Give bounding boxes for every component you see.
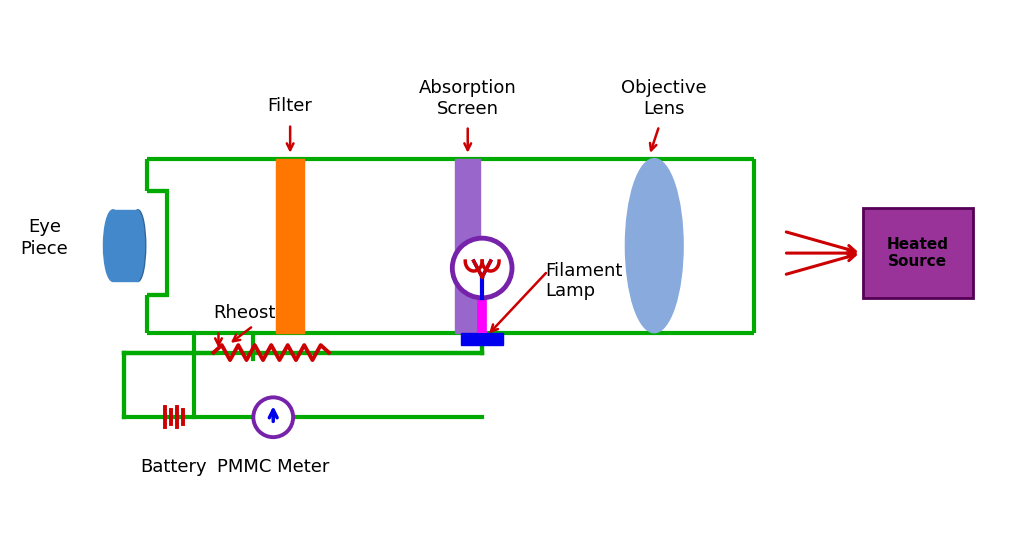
Text: Rheostat: Rheostat [213, 304, 294, 322]
Text: PMMC Meter: PMMC Meter [217, 458, 330, 476]
Bar [863, 209, 973, 298]
Ellipse shape [626, 159, 683, 333]
Circle shape [453, 238, 512, 298]
Text: Filament
Lamp: Filament Lamp [545, 262, 623, 300]
Text: Objective
Lens: Objective Lens [622, 79, 707, 118]
Bar [461, 333, 503, 345]
Text: Filter: Filter [267, 97, 312, 115]
Bar [456, 159, 480, 333]
Bar [276, 159, 304, 333]
Text: Battery: Battery [140, 458, 207, 476]
Text: Absorption
Screen: Absorption Screen [419, 79, 516, 118]
Bar [113, 210, 138, 281]
Ellipse shape [130, 210, 145, 281]
Ellipse shape [103, 210, 123, 281]
Text: Eye
Piece: Eye Piece [20, 218, 69, 258]
Circle shape [253, 397, 293, 437]
Text: Heated
Source: Heated Source [887, 237, 949, 269]
